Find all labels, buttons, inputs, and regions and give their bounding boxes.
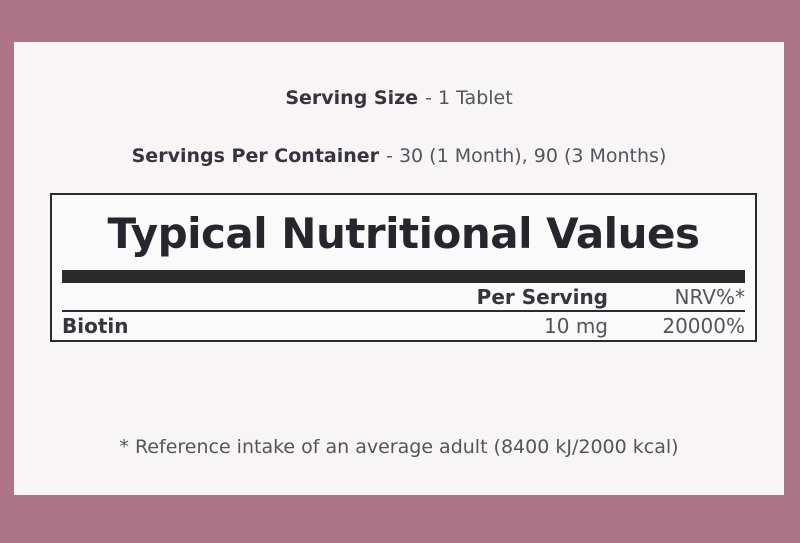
per-serving-value: 10 mg — [544, 314, 608, 338]
table-row: Biotin 10 mg 20000% — [62, 312, 745, 340]
servings-per-container-value: - 30 (1 Month), 90 (3 Months) — [386, 145, 667, 167]
nutrient-name: Biotin — [62, 314, 129, 338]
table-divider-bar — [62, 270, 745, 283]
servings-per-container-label: Servings Per Container — [131, 145, 380, 167]
servings-per-container-line: Servings Per Container - 30 (1 Month), 9… — [14, 142, 784, 170]
nutrition-panel: Serving Size - 1 Tablet Servings Per Con… — [14, 42, 784, 495]
reference-intake-footnote: * Reference intake of an average adult (… — [119, 436, 679, 458]
nutritional-values-box: Typical Nutritional Values Per Serving N… — [50, 193, 757, 342]
serving-size-line: Serving Size - 1 Tablet — [14, 84, 784, 112]
table-header-row: Per Serving NRV%* — [62, 283, 745, 312]
per-serving-column-header: Per Serving — [476, 284, 608, 309]
table-body: Per Serving NRV%* Biotin 10 mg 20000% — [62, 283, 745, 340]
nrv-column-header: NRV%* — [674, 284, 745, 309]
serving-size-value: - 1 Tablet — [425, 87, 513, 109]
serving-size-label: Serving Size — [285, 87, 419, 109]
nutritional-values-title: Typical Nutritional Values — [107, 209, 700, 258]
nrv-value: 20000% — [662, 314, 745, 338]
